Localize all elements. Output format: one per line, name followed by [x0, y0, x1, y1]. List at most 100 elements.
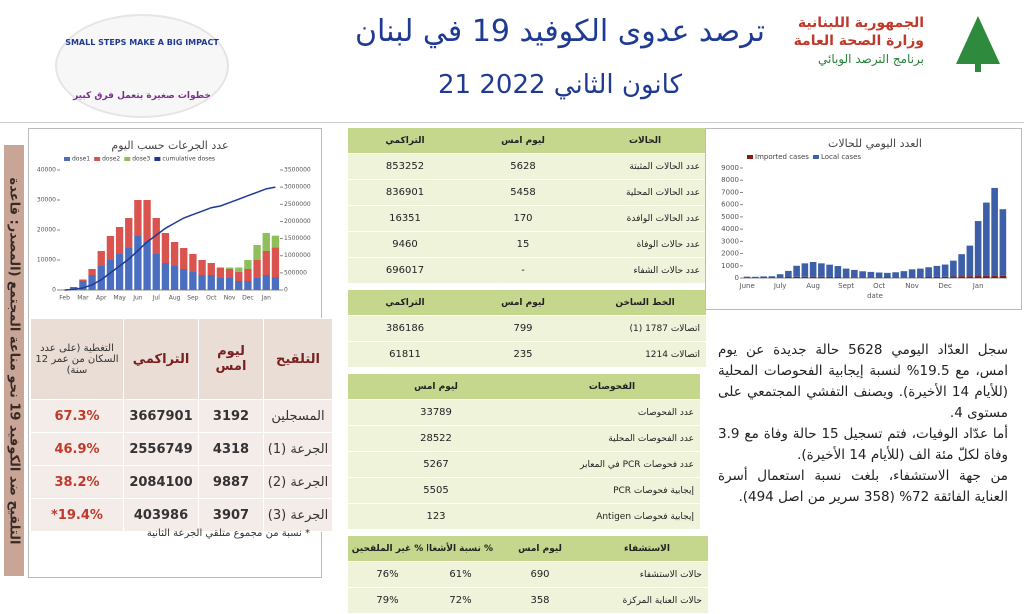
y-tick-label: 10000: [37, 257, 56, 264]
bar: [892, 272, 899, 277]
vaccination-note: * نسبة من مجموع متلقي الجرعة الثانية: [40, 528, 310, 539]
cell: 28522: [348, 426, 524, 452]
cell: 9460: [348, 232, 462, 258]
bar: [116, 254, 123, 290]
x-tick-label: Jul: [152, 295, 161, 302]
header-cell: الفحوصات: [524, 374, 700, 400]
bar: [134, 236, 141, 290]
x-tick-label: Oct: [206, 295, 217, 302]
cell: 799: [462, 316, 584, 342]
y-tick-label: 20000: [37, 227, 56, 234]
cell: حالات الاستشفاء: [586, 562, 708, 588]
bar: [134, 200, 141, 236]
bar: [983, 276, 990, 278]
cell: عدد حالات الوفاة: [584, 232, 706, 258]
y-tick-label: 30000: [37, 197, 56, 204]
bar: [851, 277, 858, 278]
y2-tick-label: 500000: [284, 269, 307, 276]
x-tick-label: June: [739, 282, 755, 290]
logo-arabic: خطوات صغيرة بتعمل فرق كبير: [57, 91, 227, 101]
bar: [909, 277, 916, 278]
cell: 853252: [348, 154, 462, 180]
header-cell: الاستشفاء: [586, 536, 708, 562]
x-tick-label: Jun: [132, 295, 143, 302]
bar: [263, 233, 270, 251]
y2-tick-label: 3500000: [284, 167, 311, 174]
cell: الجرعة (1): [264, 433, 333, 466]
x-tick-label: May: [113, 295, 126, 302]
cell: إيجابية فحوصات PCR: [524, 478, 700, 504]
header-cell: ليوم امس: [348, 374, 524, 400]
bar: [967, 276, 974, 278]
bar: [171, 242, 178, 266]
series-line: [65, 187, 276, 290]
bar: [859, 277, 866, 278]
x-tick-label: July: [773, 282, 787, 290]
bar: [162, 263, 169, 290]
header-cell: التراكمي: [348, 128, 462, 154]
legend-label: dose2: [102, 156, 120, 163]
x-tick-label: Aug: [169, 295, 181, 302]
cell: 5628: [462, 154, 584, 180]
bar: [818, 277, 825, 278]
bar: [975, 221, 982, 276]
bar: [253, 278, 260, 290]
bar: [810, 277, 817, 278]
legend-swatch: [124, 157, 130, 161]
daily-cases-chart: العدد اليومي للحالات01000200030004000500…: [707, 130, 1018, 306]
bar: [802, 263, 809, 276]
bar: [253, 245, 260, 260]
bar: [917, 277, 924, 278]
page-title: ترصد عدوى الكوفيد 19 في لبنان: [260, 14, 860, 49]
bar: [793, 266, 800, 277]
vaccination-chart: عدد الجرعات حسب اليوم0100002000030000400…: [30, 132, 318, 307]
divider: [0, 122, 1024, 123]
y2-tick-label: 1500000: [284, 235, 311, 242]
header-cell: الحالات: [584, 128, 706, 154]
bar: [835, 266, 842, 277]
cell: -: [462, 258, 584, 284]
header-cell: التغطية (على عدد السكان من عمر 12 سنة): [31, 319, 124, 400]
ministry: الجمهورية اللبنانية وزارة الصحة العامة ب…: [794, 14, 924, 68]
legend-swatch: [64, 157, 70, 161]
cell: 3907: [199, 499, 264, 532]
bar: [226, 268, 233, 270]
bar: [116, 227, 123, 254]
y2-tick-label: 0: [284, 287, 288, 294]
bar: [263, 251, 270, 275]
x-tick-label: Dec: [242, 295, 254, 302]
cell: 61811: [348, 342, 462, 368]
cell: عدد الفحوصات المحلية: [524, 426, 700, 452]
bar: [244, 260, 251, 269]
x-tick-label: Sep: [187, 295, 199, 302]
cell: 358: [494, 588, 586, 614]
bar: [253, 260, 260, 278]
bar: [143, 200, 150, 242]
bar: [958, 254, 965, 276]
x-tick-label: Jan: [261, 295, 271, 302]
bar: [934, 277, 941, 278]
cell: 836901: [348, 180, 462, 206]
cell: عدد الحالات المحلية: [584, 180, 706, 206]
bar: [991, 276, 998, 278]
header-cell: ليوم امس: [462, 128, 584, 154]
cell: 9887: [199, 466, 264, 499]
banner-text: التلقيح ضد الكوفيد 19 نحو مناعة المجتمع …: [7, 177, 22, 544]
bar: [950, 277, 957, 278]
bar: [217, 268, 224, 279]
cell: 170: [462, 206, 584, 232]
cell: اتصالات 1214: [584, 342, 706, 368]
bar: [859, 271, 866, 277]
cell: 61%: [427, 562, 494, 588]
bar: [925, 267, 932, 277]
bar: [752, 277, 759, 278]
y2-tick-label: 3000000: [284, 184, 311, 191]
